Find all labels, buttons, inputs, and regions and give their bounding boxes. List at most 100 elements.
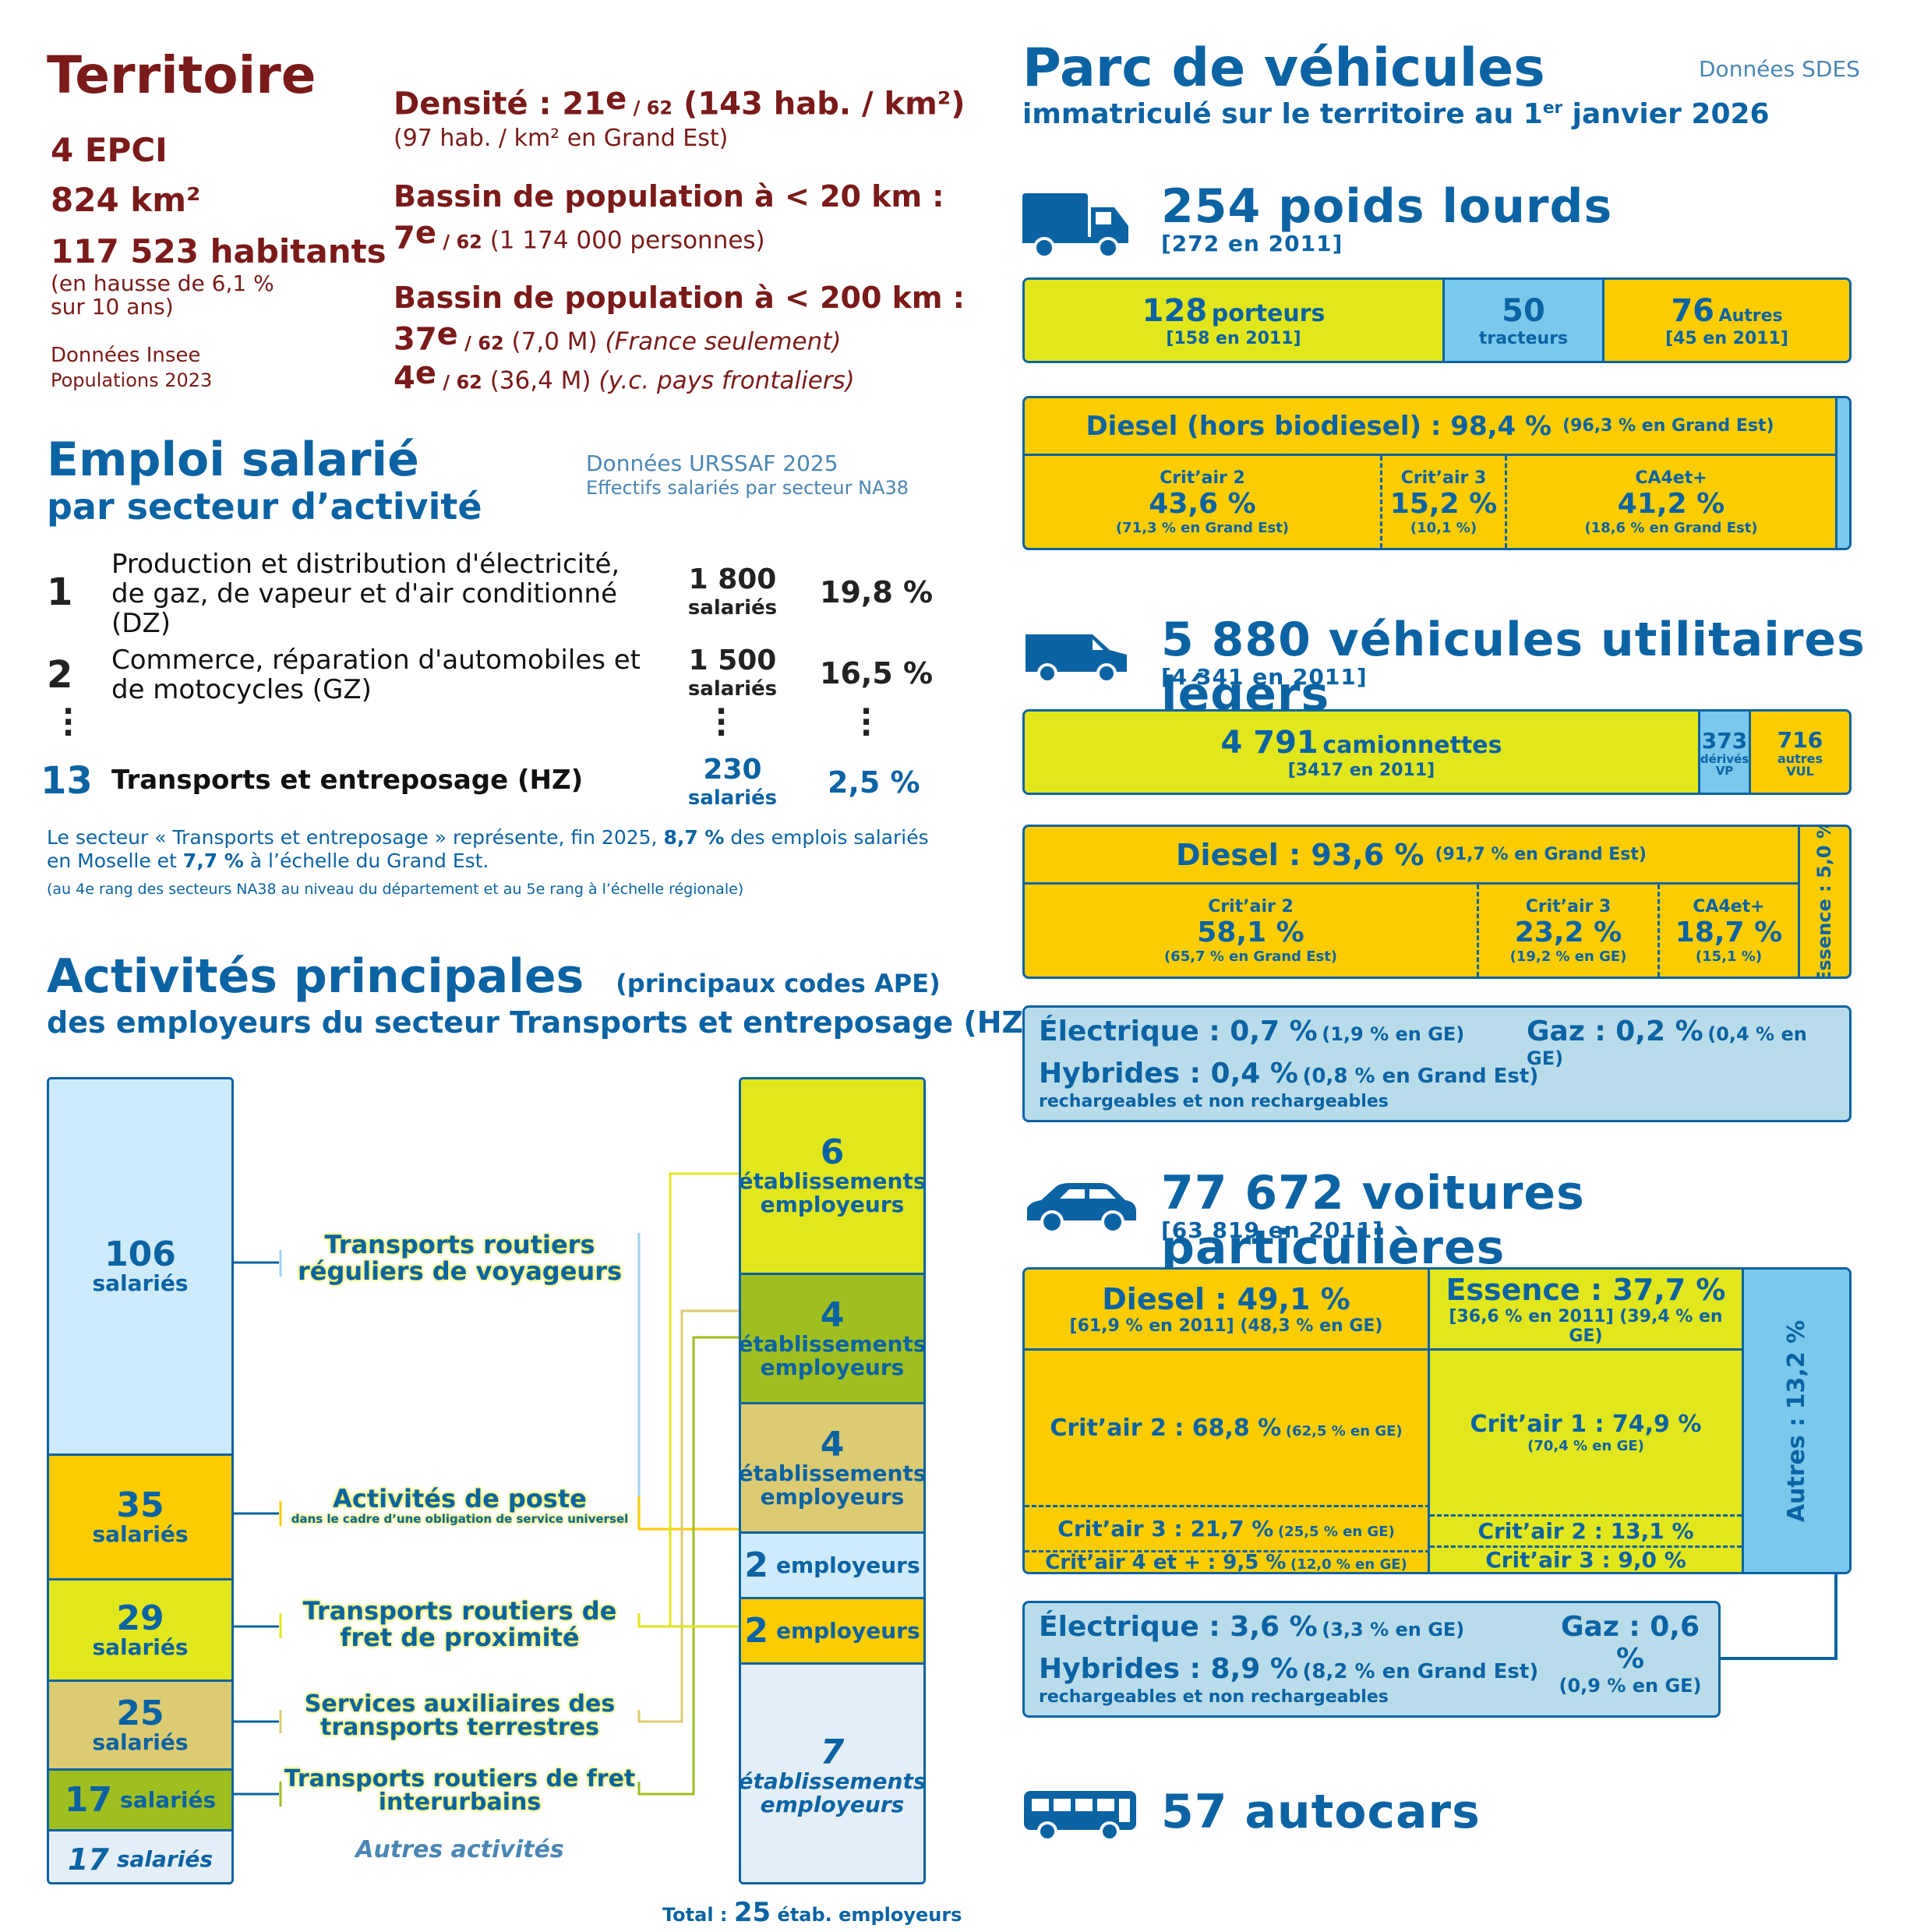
c-label: Crit’air 2 — [1208, 896, 1294, 917]
vul-hyb-v: Hybrides : 0,4 % — [1039, 1058, 1298, 1090]
pl-tracteurs: 50 tracteurs — [1442, 280, 1604, 361]
insee-source: Données Insee — [51, 344, 201, 367]
bassin200-value2: (36,4 M) — [482, 366, 591, 395]
vp-gaz-ge: (0,9 % en GE) — [1559, 1675, 1702, 1697]
seg-number: 7 — [820, 1732, 845, 1772]
pl-autres-l: Autres — [1718, 306, 1783, 326]
ellipsis-icon: · · · — [715, 694, 728, 751]
count: 1 500 — [688, 645, 777, 676]
autocars-title: 57 autocars — [1161, 1785, 1481, 1839]
vp-connector — [1707, 1573, 1837, 1660]
area: 824 km² — [51, 181, 201, 219]
parc-subtitle-text: immatriculé sur le territoire au 1 — [1022, 98, 1543, 130]
seg-unit: établissements — [739, 1768, 926, 1794]
activity-line: Transports routiers de fret — [284, 1765, 636, 1792]
activity-label-fret-proximite: Transports routiers de fret de proximité — [281, 1598, 639, 1651]
pl-energy-panel: Diesel (hors biodiesel) : 98,4 % (96,3 % … — [1022, 396, 1852, 550]
sector-label: Production et distribution d'électricité… — [111, 549, 620, 580]
vul-gaz-v: Gaz : 0,2 % — [1527, 1015, 1703, 1047]
bassin200-sup2: e — [415, 355, 436, 391]
vul-elec-ge: (1,9 % en GE) — [1322, 1023, 1465, 1045]
sector-pct-13: 2,5 % — [828, 765, 920, 800]
pl-autres-n: 76 — [1671, 292, 1714, 329]
bassin200-rank1: 37 — [394, 321, 437, 358]
pl-autres-s: [45 en 2011] — [1665, 328, 1788, 348]
etab-segment: 7 établissements employeurs — [739, 1662, 926, 1882]
seg-number: 106 — [104, 1234, 176, 1274]
bassin200-line1: 37e / 62 (7,0 M) (France seulement) — [394, 316, 842, 357]
hausse-line1: (en hausse de 6,1 % — [51, 270, 274, 296]
pl-critair2: Crit’air 2 43,6 % (71,3 % en Grand Est) — [1025, 456, 1380, 548]
seg-unit: salariés — [92, 1729, 189, 1755]
seg-number: 2 — [744, 1610, 768, 1651]
etab-segment: 2 employeurs — [741, 1531, 923, 1597]
bus-icon — [1024, 1791, 1136, 1842]
pl-2011: [272 en 2011] — [1161, 231, 1343, 256]
vp-d-critair3: Crit’air 3 : 21,7 % (25,5 % en GE) — [1025, 1505, 1430, 1550]
vp-energy-panel: Diesel : 49,1 % [61,9 % en 2011] (48,3 % … — [1022, 1267, 1852, 1574]
densite: Densité : 21e / 62 (143 hab. / km²) — [394, 81, 966, 122]
ellipsis-icon: · · · — [860, 694, 873, 751]
urssaf-source-detail: Effectifs salariés par secteur NA38 — [586, 477, 909, 499]
sector-label-hz: Transports et entreposage (HZ) — [111, 765, 584, 796]
c-sub: (18,6 % en Grand Est) — [1584, 519, 1758, 536]
c-sub: (10,1 %) — [1410, 519, 1477, 536]
bassin200-line2: 4e / 62 (36,4 M) (y.c. pays frontaliers) — [394, 355, 855, 396]
vp-e-critair2: Crit’air 2 : 13,1 % — [1430, 1514, 1742, 1545]
c-value: Crit’air 1 : 74,9 % — [1470, 1411, 1702, 1438]
count-unit: salariés — [687, 786, 778, 810]
emploi-note-2: en Moselle et 7,7 % à l’échelle du Grand… — [47, 849, 489, 873]
activity-line: transports terrestres — [320, 1714, 599, 1741]
seg-unit: employeurs — [775, 1552, 920, 1578]
densite-ge: (97 hab. / km² en Grand Est) — [394, 125, 729, 152]
c-value: 43,6 % — [1149, 487, 1256, 520]
vul-gaz-ge: (0,4 % en GE) — [1527, 1023, 1807, 1069]
vp-hyb-note: rechargeables et non rechargeables — [1039, 1687, 1389, 1707]
pl-critair4: CA4et+ 41,2 % (18,6 % en Grand Est) — [1505, 456, 1835, 548]
vp-hybrides: Hybrides : 8,9 % (8,2 % en Grand Est) — [1039, 1653, 1538, 1685]
c-label: CA4et+ — [1693, 896, 1765, 917]
vp-diesel-s: [61,9 % en 2011] (48,3 % en GE) — [1069, 1316, 1383, 1336]
salaries-segment: 35 salariés — [49, 1453, 231, 1578]
vul-hyb-ge: (0,8 % en Grand Est) — [1302, 1065, 1539, 1088]
emploi-subtitle: par secteur d’activité — [47, 486, 482, 528]
emploi-note-1: Le secteur « Transports et entreposage »… — [47, 826, 929, 849]
sector-row-1: Production et distribution d'électricité… — [111, 549, 620, 638]
parc-subtitle-sup: er — [1542, 98, 1563, 118]
c-sub: (25,5 % en GE) — [1277, 1524, 1395, 1540]
salaries-segment: 17 salariés — [49, 1768, 231, 1829]
hausse-line2: sur 10 ans) — [51, 294, 174, 320]
seg-unit: employeurs — [760, 1483, 905, 1510]
vul-camionnettes: 4 791 camionnettes [3417 en 2011] — [1025, 712, 1698, 793]
c-sub: (12,0 % en GE) — [1290, 1556, 1407, 1573]
vul-energy-panel: Diesel : 93,6 % (91,7 % en Grand Est) Ess… — [1022, 825, 1852, 979]
parc-subtitle-end: janvier 2026 — [1562, 98, 1770, 130]
activites-title-paren: (principaux codes APE) — [616, 969, 941, 998]
c-sub: (65,7 % en Grand Est) — [1163, 948, 1338, 965]
activity-line: dans le cadre d’une obligation de servic… — [291, 1512, 629, 1526]
bassin200-label: Bassin de population à < 200 km : — [394, 281, 965, 315]
left-salaries-column: 106 salariés 35 salariés 29 salariés 25 sala… — [47, 1077, 234, 1884]
van-icon — [1026, 634, 1127, 683]
vul-type-panel: 4 791 camionnettes [3417 en 2011] 373 déri… — [1022, 709, 1852, 795]
note-bold: 8,7 % — [663, 826, 725, 849]
c-value: 41,2 % — [1617, 487, 1725, 520]
note-bold: 7,7 % — [182, 849, 244, 872]
seg-number: 29 — [116, 1598, 164, 1638]
vul-vp-n: 373 — [1701, 727, 1748, 754]
vul-autres: 716 autres VUL — [1751, 712, 1849, 793]
vul-aut-l1: autres — [1777, 751, 1823, 766]
sector-label: (DZ) — [111, 608, 171, 639]
densite-label: Densité : 21 — [394, 86, 606, 122]
note-text: à l’échelle du Grand Est. — [243, 849, 489, 872]
sector-pct-2: 16,5 % — [820, 656, 934, 691]
vul-cam-s: [3417 en 2011] — [1287, 760, 1435, 780]
sector-count-1: 1 800 salariés — [678, 566, 787, 622]
total-label: Total : — [662, 1904, 734, 1926]
vul-aut-n: 716 — [1777, 726, 1823, 753]
activity-label-fret-interurbain: Transports routiers de fret interurbains — [281, 1768, 639, 1814]
seg-number: 25 — [116, 1693, 164, 1733]
seg-number: 4 — [820, 1424, 845, 1464]
c-value: 15,2 % — [1389, 487, 1498, 520]
note-text: Le secteur « Transports et entreposage »… — [47, 826, 664, 849]
